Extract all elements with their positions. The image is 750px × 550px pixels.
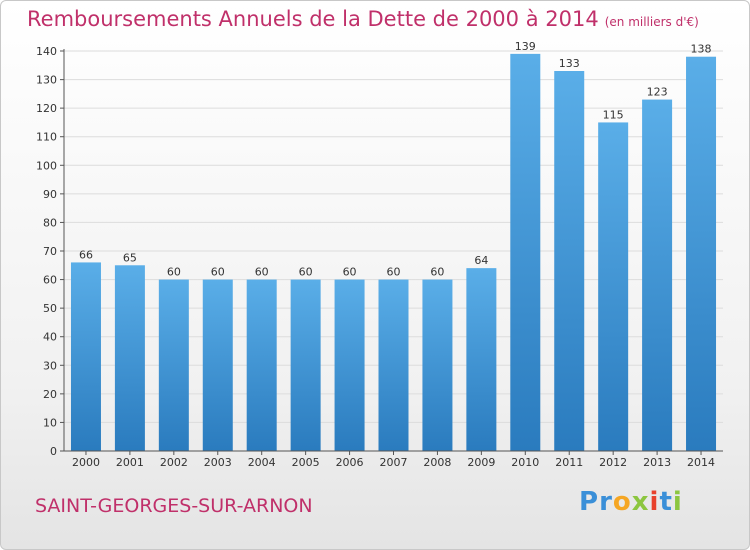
bar — [554, 71, 585, 451]
data-label: 60 — [299, 266, 313, 279]
data-label: 115 — [603, 108, 624, 121]
x-tick-label: 2001 — [116, 456, 144, 469]
y-tick-label: 0 — [50, 445, 57, 458]
x-tick-label: 2013 — [643, 456, 671, 469]
logo-letter: x — [631, 487, 650, 517]
logo-letter: o — [612, 487, 632, 517]
data-label: 133 — [559, 57, 580, 70]
x-tick-label: 2009 — [467, 456, 495, 469]
y-tick-label: 130 — [36, 74, 57, 87]
data-label: 64 — [474, 254, 488, 267]
bar — [466, 268, 497, 451]
y-tick-label: 30 — [43, 359, 57, 372]
data-label: 66 — [79, 248, 93, 261]
x-tick-label: 2011 — [555, 456, 583, 469]
x-tick-label: 2003 — [204, 456, 232, 469]
x-tick-label: 2012 — [599, 456, 627, 469]
bar — [598, 122, 629, 451]
y-tick-label: 80 — [43, 216, 57, 229]
bar — [246, 279, 277, 451]
x-tick-label: 2008 — [423, 456, 451, 469]
x-tick-label: 2000 — [72, 456, 100, 469]
y-tick-label: 50 — [43, 302, 57, 315]
y-tick-label: 70 — [43, 245, 57, 258]
logo-letter: t — [659, 487, 673, 517]
data-label: 138 — [691, 43, 712, 56]
data-label: 60 — [167, 266, 181, 279]
data-label: 123 — [647, 86, 668, 99]
y-tick-label: 60 — [43, 274, 57, 287]
y-tick-label: 120 — [36, 102, 57, 115]
data-label: 60 — [387, 266, 401, 279]
data-label: 60 — [343, 266, 357, 279]
bar — [422, 279, 453, 451]
x-tick-label: 2010 — [511, 456, 539, 469]
x-tick-label: 2006 — [336, 456, 364, 469]
logo-letter: i — [649, 487, 660, 517]
data-label: 60 — [430, 266, 444, 279]
axes-layer: 0 10 20 30 40 50 60 70 80 90 100 110 120 130 140 2000 20… — [36, 45, 723, 469]
bars-layer: 66 65 60 60 60 60 60 60 60 64 139 133 115 123 138 — [70, 40, 717, 452]
bar — [642, 99, 673, 452]
y-tick-label: 40 — [43, 331, 57, 344]
logo-letter: r — [599, 487, 613, 517]
x-tick-label: 2007 — [380, 456, 408, 469]
proxiti-logo[interactable]: Proxiti — [579, 487, 683, 517]
y-tick-label: 90 — [43, 188, 57, 201]
x-tick-label: 2014 — [687, 456, 715, 469]
y-tick-label: 140 — [36, 45, 57, 58]
bar — [202, 279, 233, 451]
bar — [686, 56, 717, 451]
chart-title-text: Remboursements Annuels de la Dette de 20… — [27, 7, 599, 31]
bar — [290, 279, 321, 451]
city-name: SAINT-GEORGES-SUR-ARNON — [35, 495, 313, 517]
x-tick-label: 2005 — [292, 456, 320, 469]
bar — [378, 279, 409, 451]
bar — [70, 262, 101, 451]
bar — [114, 265, 145, 451]
chart-title: Remboursements Annuels de la Dette de 20… — [27, 7, 699, 31]
y-tick-label: 100 — [36, 159, 57, 172]
x-tick-label: 2002 — [160, 456, 188, 469]
data-label: 60 — [255, 266, 269, 279]
data-label: 139 — [515, 40, 536, 53]
bar — [334, 279, 365, 451]
data-label: 65 — [123, 251, 137, 264]
bar — [510, 53, 541, 451]
logo-letter: P — [579, 487, 600, 517]
y-tick-label: 10 — [43, 416, 57, 429]
chart-unit-label: (en milliers d'€) — [604, 15, 699, 29]
y-tick-label: 20 — [43, 388, 57, 401]
data-label: 60 — [211, 266, 225, 279]
y-tick-label: 110 — [36, 131, 57, 144]
x-tick-label: 2004 — [248, 456, 276, 469]
bar — [158, 279, 189, 451]
logo-letter: i — [672, 487, 683, 517]
